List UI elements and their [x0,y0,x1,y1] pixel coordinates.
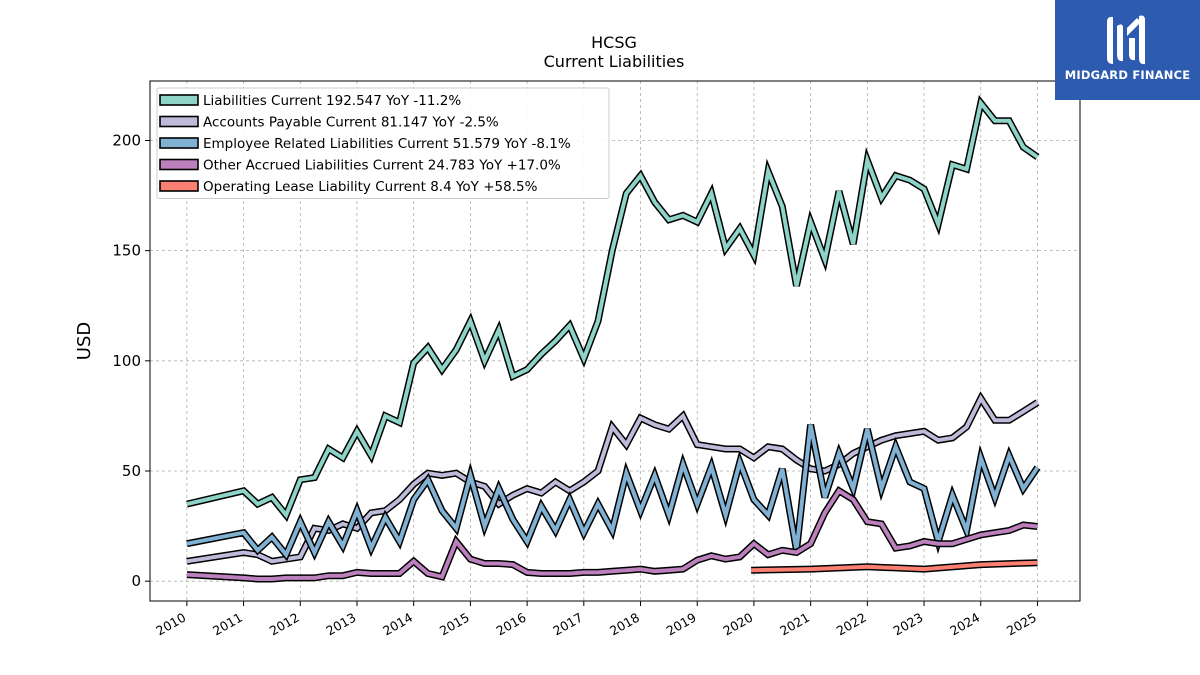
x-tick-label: 2012 [267,610,302,639]
x-tick-label: 2021 [777,610,812,639]
x-tick-label: 2020 [720,610,755,639]
logo-text: MIDGARD FINANCE [1064,68,1191,82]
y-tick-label: 100 [112,352,141,370]
x-tick-label: 2024 [947,610,982,639]
y-axis-label: USD [74,322,95,360]
y-tick-label: 200 [112,131,141,149]
legend-box [156,87,610,199]
series-4-line [751,560,1038,573]
y-tick-label: 0 [131,572,141,590]
axis-ticks: 0 50 100 150 200 2010 2011 2012 2013 2014 2015 2016… [112,131,1039,638]
series-2-line [186,424,1040,559]
x-tick-label: 2010 [153,610,188,639]
legend: Liabilities Current 192.547 YoY -11.2% Ac… [156,87,610,199]
x-tick-label: 2017 [550,610,585,639]
chart-title: HCSG [591,33,637,52]
x-tick-label: 2019 [664,610,699,639]
x-tick-label: 2016 [494,610,529,639]
chart-subtitle: Current Liabilities [544,52,685,71]
y-tick-label: 150 [112,242,141,260]
legend-label: Operating Lease Liability Current 8.4 Yo… [203,179,538,195]
series-lines [186,95,1041,583]
legend-swatch [159,180,199,192]
x-tick-label: 2018 [607,610,642,639]
legend-swatch [159,158,199,171]
x-tick-label: 2022 [834,610,869,639]
legend-swatch [159,94,199,106]
x-tick-label: 2014 [380,610,415,639]
x-tick-label: 2025 [1004,610,1039,639]
series-3-line [186,488,1038,581]
x-tick-label: 2023 [891,610,926,639]
series-0-line [186,98,1039,520]
legend-label: Employee Related Liabilities Current 51.… [203,136,571,152]
midgard-finance-logo: MIDGARD FINANCE [1055,0,1200,100]
x-tick-label: 2011 [210,610,245,639]
y-tick-label: 50 [122,462,141,480]
x-tick-label: 2015 [437,610,472,639]
legend-swatch [159,115,199,128]
legend-swatch [159,137,199,149]
plot-frame [149,80,1081,602]
legend-label: Other Accrued Liabilities Current 24.783… [203,158,561,174]
x-tick-label: 2013 [323,610,358,639]
legend-label: Liabilities Current 192.547 YoY -11.2% [203,93,461,109]
logo-mark-icon [1107,15,1145,65]
legend-label: Accounts Payable Current 81.147 YoY -2.5… [203,115,499,131]
